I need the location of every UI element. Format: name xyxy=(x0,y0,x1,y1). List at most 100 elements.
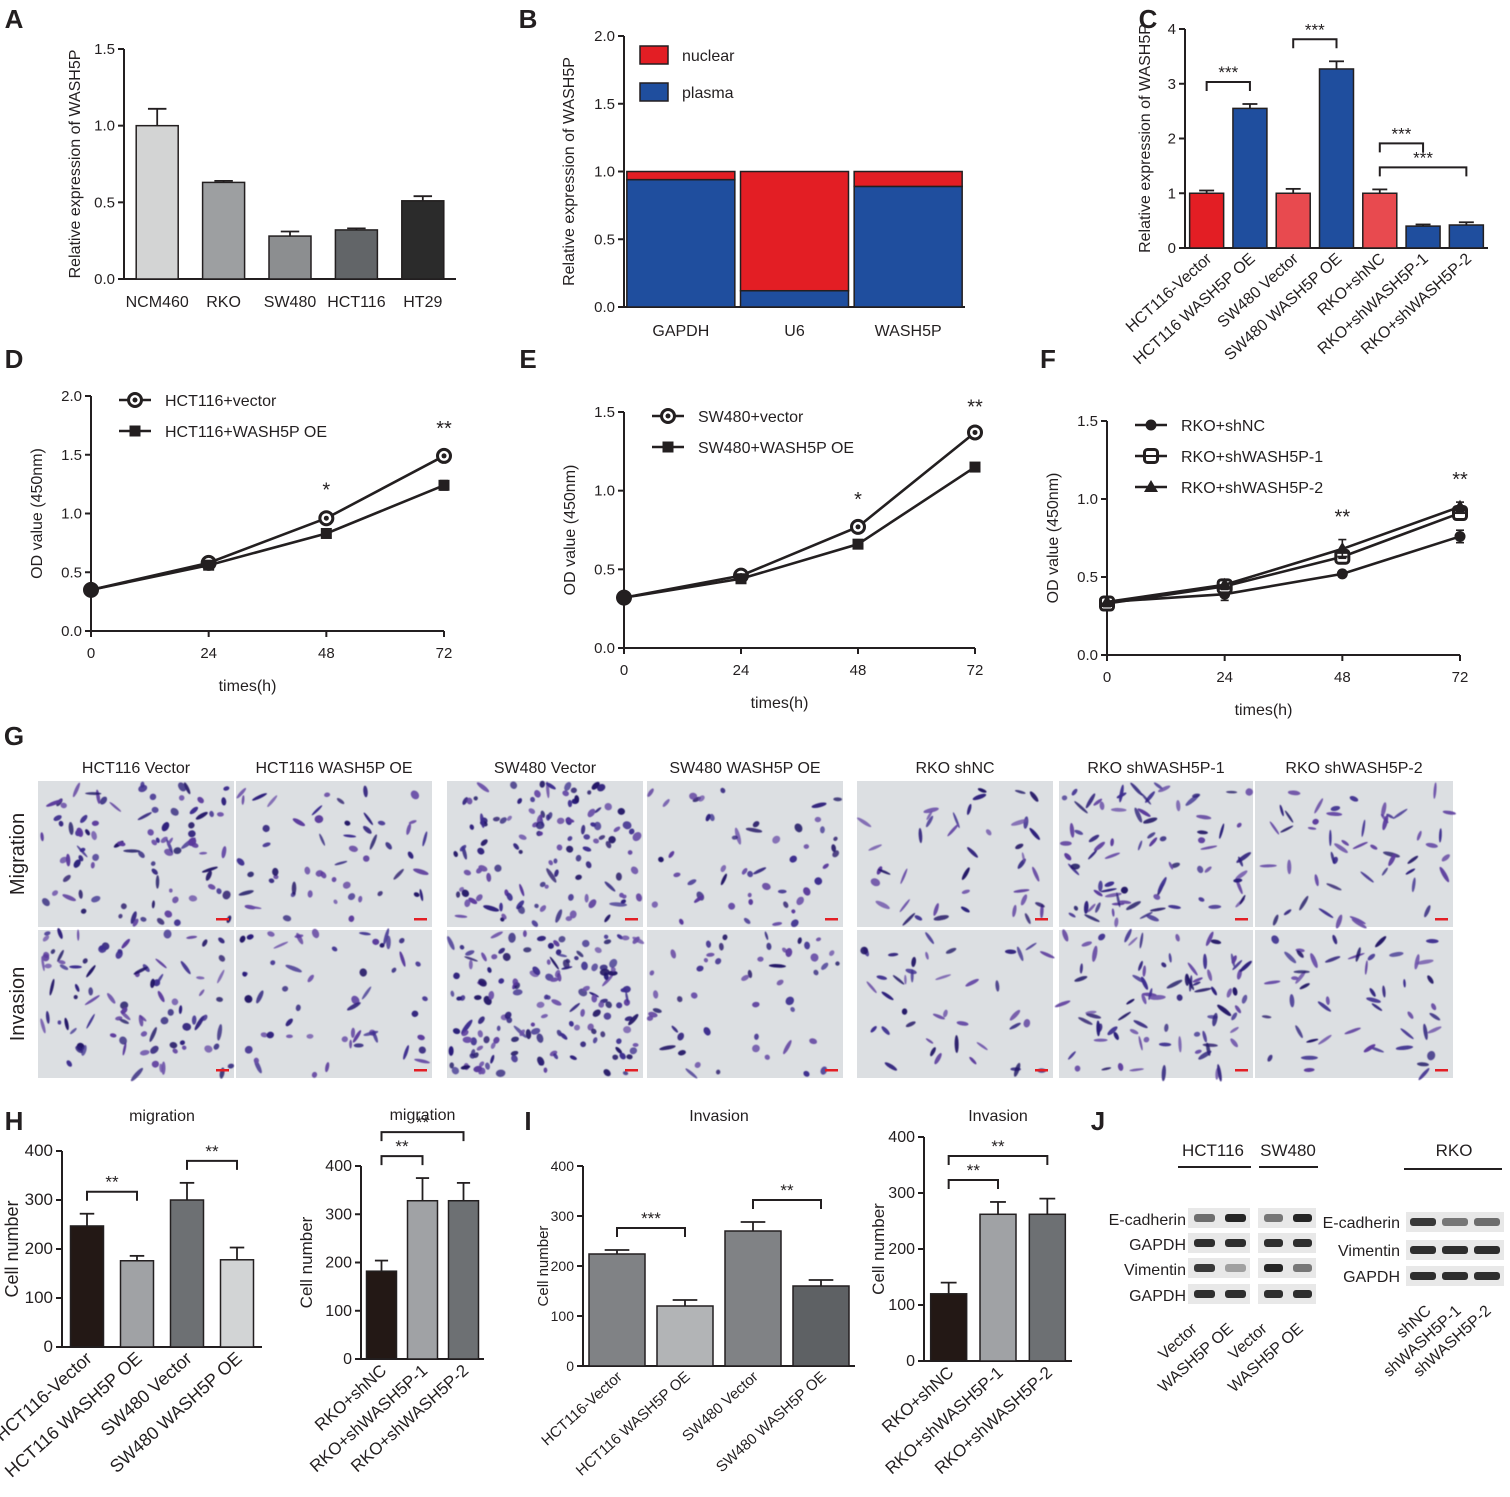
blot-group-label: RKO xyxy=(1436,1141,1473,1160)
micrograph-tile xyxy=(38,928,235,1082)
stained-cell xyxy=(486,872,492,882)
y-tick-label: 200 xyxy=(325,1255,352,1272)
x-tick-label: SW480 xyxy=(264,294,317,311)
stained-cell xyxy=(1324,956,1341,963)
stained-cell xyxy=(600,1031,606,1038)
stained-cell xyxy=(1119,900,1132,904)
significance-label: *** xyxy=(1305,20,1325,39)
stained-cell xyxy=(1381,867,1388,876)
stained-cell xyxy=(706,952,715,957)
stained-cell xyxy=(876,975,888,980)
stained-cell xyxy=(815,937,822,942)
stained-cell xyxy=(46,799,63,807)
stained-cell xyxy=(267,931,275,937)
panel-g-micrographs: HCT116 Vector HCT116 WASH5P OE SW480 Vecto… xyxy=(7,760,1456,1082)
stained-cell xyxy=(85,829,90,836)
stained-cell xyxy=(532,966,541,976)
y-tick-label: 300 xyxy=(888,1185,915,1202)
stained-cell xyxy=(463,869,472,876)
stained-cell xyxy=(1111,908,1115,917)
blot-row-label: GAPDH xyxy=(1343,1269,1400,1286)
stained-cell xyxy=(568,1020,574,1027)
stained-cell xyxy=(797,937,802,944)
significance-bracket xyxy=(86,1190,138,1201)
x-tick-label: 48 xyxy=(1334,669,1351,686)
stained-cell xyxy=(121,938,131,949)
stained-cell xyxy=(1202,1030,1207,1043)
stained-cell xyxy=(954,1035,959,1053)
stained-cell xyxy=(57,928,63,939)
stained-cell xyxy=(1129,1029,1139,1035)
stained-cell xyxy=(1012,904,1017,918)
stained-cell xyxy=(914,915,923,921)
stained-cell xyxy=(488,990,495,1000)
scale-bar xyxy=(1035,918,1048,921)
stained-cell xyxy=(59,856,68,864)
blot-band xyxy=(1474,1272,1500,1280)
column-title: RKO shNC xyxy=(915,760,994,777)
stained-cell xyxy=(649,970,655,976)
bar xyxy=(119,1260,155,1348)
stained-cell xyxy=(943,1009,948,1018)
stained-cell xyxy=(256,990,264,1004)
stained-cell xyxy=(1207,969,1213,982)
stained-cell xyxy=(1360,871,1374,883)
stained-cell xyxy=(1024,913,1031,925)
stained-cell xyxy=(451,1066,460,1075)
stained-cell xyxy=(531,920,539,927)
stained-cell xyxy=(1307,826,1317,830)
micrograph-background xyxy=(1255,781,1453,927)
y-axis-label: Relative expression of WASH5P xyxy=(1137,24,1154,253)
y-axis-label: OD value (450nm) xyxy=(562,465,579,596)
stained-cell xyxy=(1208,904,1222,909)
x-tick-label: 24 xyxy=(1216,669,1233,686)
blot-band xyxy=(1225,1214,1246,1222)
stained-cell xyxy=(1039,951,1055,959)
stained-cell xyxy=(632,936,645,944)
stained-cell xyxy=(1032,866,1040,882)
stained-cell xyxy=(1439,866,1450,883)
stained-cell xyxy=(803,844,810,849)
stained-cell xyxy=(985,829,992,836)
y-tick-label: 200 xyxy=(551,1258,575,1274)
x-tick-label: 24 xyxy=(200,645,217,662)
stained-cell xyxy=(1093,889,1103,897)
stained-cell xyxy=(499,817,507,824)
stained-cell xyxy=(604,914,611,923)
stained-cell xyxy=(679,918,684,925)
stained-cell xyxy=(1098,880,1103,892)
stained-cell xyxy=(592,1009,601,1017)
stained-cell xyxy=(1184,973,1190,986)
stained-cell xyxy=(791,909,796,914)
significance-label: ** xyxy=(991,1137,1005,1156)
y-tick-label: 1.0 xyxy=(94,118,115,135)
stained-cell xyxy=(557,972,562,982)
bar-segment-nuclear xyxy=(739,170,850,292)
stained-cell xyxy=(1427,975,1434,984)
stained-cell xyxy=(598,1001,605,1008)
stained-cell xyxy=(188,822,195,829)
stained-cell xyxy=(646,1015,654,1021)
stained-cell xyxy=(160,1016,169,1025)
stained-cell xyxy=(777,889,787,894)
stained-cell xyxy=(1239,894,1246,905)
stained-cell xyxy=(1168,905,1181,909)
stained-cell xyxy=(528,808,536,814)
data-point xyxy=(852,538,864,550)
stained-cell xyxy=(1143,1036,1150,1043)
y-tick-label: 100 xyxy=(888,1297,915,1314)
stained-cell xyxy=(161,1061,166,1075)
stained-cell xyxy=(1381,802,1387,817)
significance-label: *** xyxy=(1391,124,1411,143)
stained-cell xyxy=(490,1042,496,1049)
stained-cell xyxy=(547,942,554,949)
column-title: HCT116 Vector xyxy=(82,760,191,777)
y-tick-label: 0.0 xyxy=(594,640,615,657)
stained-cell xyxy=(1064,853,1072,861)
stained-cell xyxy=(603,1069,611,1077)
y-tick-label: 0.0 xyxy=(61,623,82,640)
stained-cell xyxy=(512,989,523,996)
stained-cell xyxy=(677,1050,686,1056)
stained-cell xyxy=(407,851,414,859)
